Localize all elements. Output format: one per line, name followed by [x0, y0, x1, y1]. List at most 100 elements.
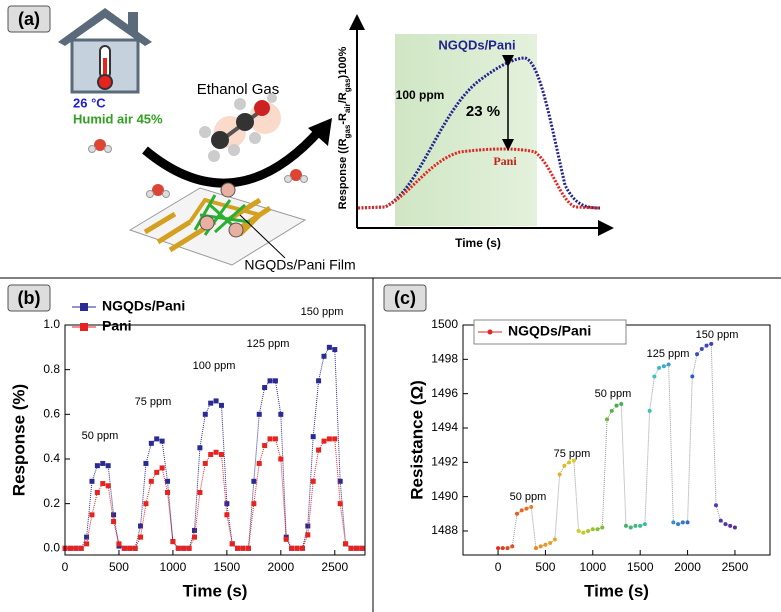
x-tick-label: 2000 [267, 560, 294, 574]
data-point [543, 542, 548, 547]
data-point [704, 343, 709, 348]
data-point [299, 545, 305, 551]
data-point [633, 523, 638, 528]
annotation: 150 ppm [301, 306, 344, 318]
sensor-chip [128, 182, 307, 266]
data-point [515, 511, 520, 516]
annotation: 125 ppm [647, 348, 690, 360]
annotation: 75 ppm [554, 448, 591, 460]
data-point [208, 452, 214, 458]
x-tick-label: 0 [495, 560, 502, 574]
inset-difference: 23 % [466, 103, 500, 120]
data-point [116, 541, 122, 547]
data-point [148, 478, 154, 484]
water-molecule [88, 139, 112, 153]
legend-label: Pani [102, 318, 132, 334]
data-point [127, 545, 133, 551]
data-point [343, 541, 349, 547]
legend-marker [487, 329, 493, 335]
data-point [576, 528, 581, 533]
annotation: 100 ppm [193, 360, 236, 372]
data-point [332, 347, 338, 353]
panel-label-text: (b) [18, 288, 41, 308]
label-part: /R [337, 92, 349, 103]
data-point [294, 545, 300, 551]
data-point [337, 501, 343, 507]
humidity: Humid air 45% [73, 111, 163, 126]
data-point [628, 525, 633, 530]
data-point [321, 438, 327, 444]
data-point [600, 525, 605, 530]
data-point [154, 469, 160, 475]
data-point [143, 501, 149, 507]
data-point [202, 460, 208, 466]
data-point [283, 536, 289, 542]
data-point [666, 362, 671, 367]
data-point [197, 489, 203, 495]
data-point [100, 460, 106, 466]
data-point [524, 506, 529, 511]
annotation: 125 ppm [247, 338, 290, 350]
annotation: 50 ppm [510, 491, 547, 503]
data-point [165, 478, 171, 484]
data-point [699, 347, 704, 352]
panel-label-text: (a) [18, 9, 40, 29]
data-point [316, 378, 322, 384]
data-point [642, 522, 647, 527]
data-point [121, 545, 127, 551]
inset-y-label: Response ((Rgas-Rair/Rgas)100% [337, 46, 352, 209]
data-point [353, 545, 359, 551]
label-part: air [343, 103, 352, 113]
data-point [316, 447, 322, 453]
data-point [89, 512, 95, 518]
x-tick-label: 2500 [722, 560, 749, 574]
inset-x-label: Time (s) [455, 236, 501, 250]
y-tick-label: 1494 [431, 420, 458, 434]
data-point [154, 436, 160, 442]
inset-concentration: 100 ppm [396, 88, 445, 102]
data-point [638, 523, 643, 528]
data-point [321, 353, 327, 359]
data-point [148, 440, 154, 446]
data-point [510, 544, 515, 549]
data-point [251, 501, 257, 507]
data-point [496, 546, 501, 551]
y-axis-label: Response (%) [9, 384, 28, 496]
y-tick-label: 0.2 [43, 496, 60, 510]
data-point [595, 527, 600, 532]
y-tick-label: 1496 [431, 386, 458, 400]
data-point [84, 534, 90, 540]
y-tick-label: 1492 [431, 454, 458, 468]
data-point [690, 374, 695, 379]
curved-arrow [142, 126, 324, 188]
x-tick-label: 1000 [160, 560, 187, 574]
data-point [732, 525, 737, 530]
label-part: -R [337, 113, 349, 125]
x-tick-label: 0 [62, 560, 69, 574]
inset-curve [357, 56, 601, 210]
data-point [326, 436, 332, 442]
data-point [67, 545, 73, 551]
data-point [159, 465, 165, 471]
data-point [224, 501, 230, 507]
data-point [218, 402, 224, 408]
film-label: NGQDs/Pani Film [244, 257, 355, 273]
water-molecule [146, 184, 170, 198]
data-point [332, 436, 338, 442]
data-point [326, 344, 332, 350]
data-point [647, 408, 652, 413]
data-point [143, 460, 149, 466]
data-point [562, 463, 567, 468]
water-molecule [284, 169, 308, 183]
data-point [262, 443, 268, 449]
x-axis-label: Time (s) [183, 581, 248, 600]
data-point [191, 534, 197, 540]
x-tick-label: 2500 [321, 560, 348, 574]
plot-frame [64, 324, 366, 556]
data-point [552, 537, 557, 542]
gas-label: Ethanol Gas [197, 81, 280, 98]
data-point [728, 523, 733, 528]
data-point [272, 436, 278, 442]
data-point [245, 545, 251, 551]
